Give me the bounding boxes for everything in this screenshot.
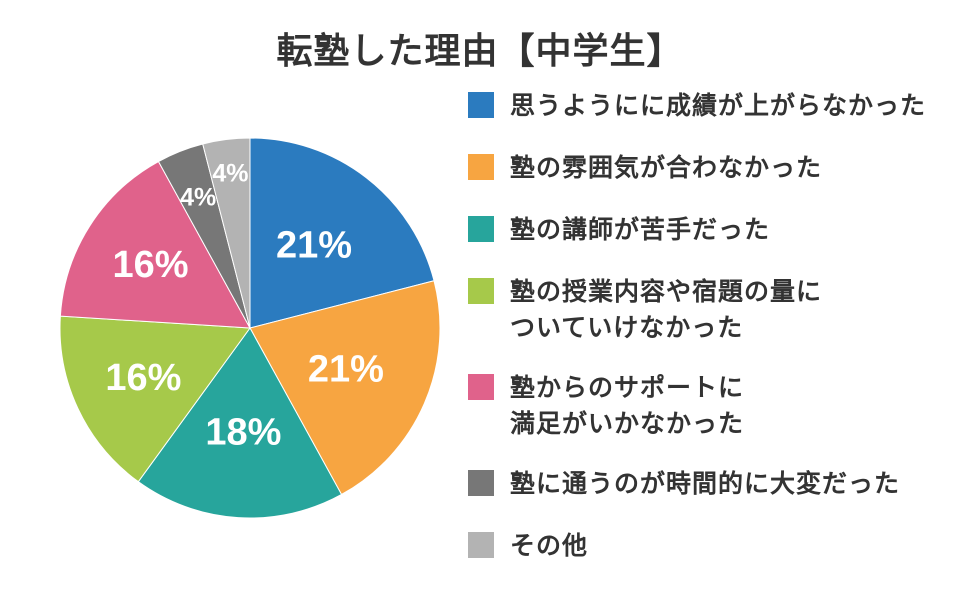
legend-swatch [468, 278, 494, 304]
legend-label: 塾に通うのが時間的に大変だった [510, 469, 901, 498]
legend-swatch [468, 374, 494, 400]
slice-percent-label: 21% [308, 349, 384, 391]
legend-item: 塾の講師が苦手だった [468, 212, 770, 248]
chart-title: 転塾した理由【中学生】 [276, 31, 684, 72]
legend-item: 塾からのサポートに 満足がいかなかった [468, 370, 744, 442]
legend-item: その他 [468, 528, 588, 564]
pie-slice [137, 327, 343, 519]
legend-swatch [468, 470, 494, 496]
legend-swatch [468, 92, 494, 118]
legend-label: 塾の授業内容や宿題の量に ついていけなかった [510, 277, 823, 342]
slice-percent-label: 16% [105, 357, 181, 399]
slice-percent-label: 21% [276, 224, 352, 266]
legend-swatch [468, 532, 494, 558]
legend-label: その他 [510, 531, 589, 560]
legend-label: 塾の雰囲気が合わなかった [510, 153, 823, 182]
legend-label: 塾の講師が苦手だった [510, 215, 771, 244]
pie-slice [59, 160, 251, 329]
legend-label: 塾からのサポートに 満足がいかなかった [510, 373, 745, 438]
legend-item: 塾の授業内容や宿題の量に ついていけなかった [468, 274, 822, 346]
pie-slice [249, 137, 435, 329]
legend-swatch [468, 216, 494, 242]
slice-percent-label: 4% [212, 159, 248, 187]
legend-item: 塾に通うのが時間的に大変だった [468, 466, 900, 502]
legend-swatch [468, 154, 494, 180]
pie-slice [249, 280, 441, 496]
pie-slice [202, 137, 251, 329]
slice-percent-label: 18% [205, 411, 281, 453]
slice-percent-label: 16% [113, 244, 189, 286]
legend-label: 思うようにに成績が上がらなかった [510, 91, 927, 120]
slice-percent-label: 4% [180, 183, 216, 211]
legend-item: 思うようにに成績が上がらなかった [468, 88, 926, 124]
legend-item: 塾の雰囲気が合わなかった [468, 150, 822, 186]
pie-slice [59, 315, 251, 483]
